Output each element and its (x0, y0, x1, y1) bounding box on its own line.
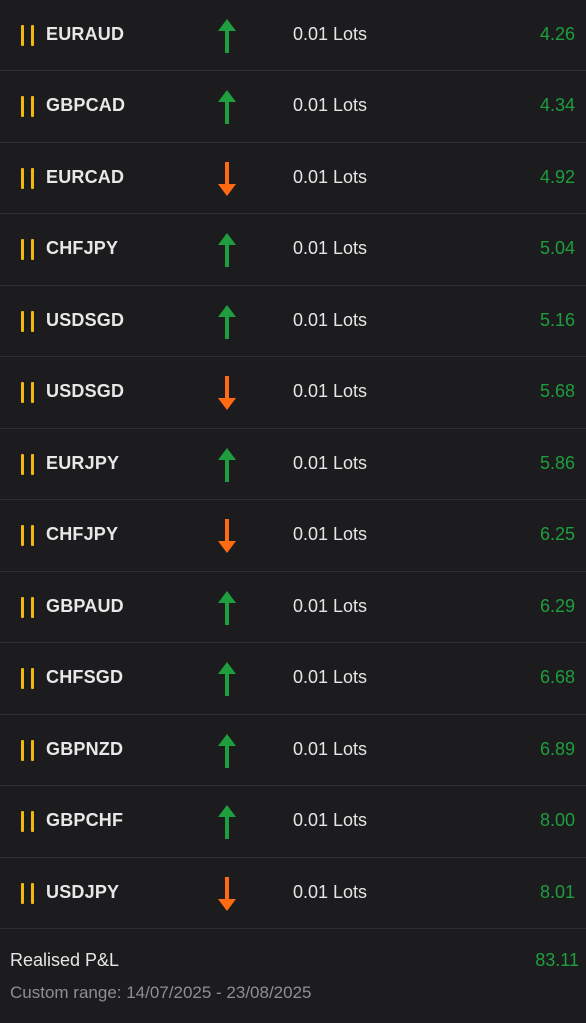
arrow-down-icon (218, 376, 236, 410)
trade-row[interactable]: CHFSGD 0.01 Lots 6.68 (0, 643, 586, 715)
date-range-label[interactable]: Custom range: 14/07/2025 - 23/08/2025 (10, 983, 312, 1002)
trade-profit: 5.68 (539, 381, 575, 401)
arrow-up-icon (218, 805, 236, 839)
arrow-up-icon (218, 19, 236, 53)
trade-symbol: USDSGD (46, 309, 125, 330)
arrow-up-icon (218, 447, 236, 482)
trade-row[interactable]: EURJPY 0.01 Lots 5.86 (0, 429, 586, 500)
arrow-down-icon (218, 876, 236, 911)
trade-lots: 0.01 Lots (293, 595, 368, 616)
trade-profit: 6.68 (539, 667, 575, 687)
arrow-up-icon (218, 90, 236, 124)
trade-symbol: CHFJPY (46, 524, 119, 544)
pause-icon (21, 739, 37, 761)
arrow-up-icon (218, 590, 236, 625)
trade-row[interactable]: USDJPY 0.01 Lots 8.01 (0, 858, 586, 929)
pause-icon (21, 239, 37, 260)
trade-lots: 0.01 Lots (293, 738, 368, 759)
trade-profit: 8.00 (539, 810, 575, 830)
arrow-up-icon (218, 733, 236, 768)
pause-icon (21, 882, 37, 904)
pause-icon (21, 811, 37, 832)
trade-row[interactable]: EURAUD 0.01 Lots 4.26 (0, 0, 586, 71)
arrow-down-icon (218, 161, 236, 196)
pause-icon (21, 596, 37, 618)
pause-icon (21, 525, 37, 546)
arrow-down-icon (218, 519, 236, 553)
pause-icon (21, 25, 37, 46)
trade-row[interactable]: USDSGD 0.01 Lots 5.68 (0, 357, 586, 429)
trade-profit: 4.34 (539, 95, 575, 115)
trade-row[interactable]: CHFJPY 0.01 Lots 5.04 (0, 214, 586, 286)
trade-lots: 0.01 Lots (293, 238, 368, 258)
trade-lots: 0.01 Lots (293, 309, 368, 330)
trade-profit: 5.04 (539, 238, 575, 258)
pause-icon (21, 382, 37, 403)
trade-symbol: EURJPY (46, 452, 120, 473)
realised-pl-summary: Realised P&L 83.11 Custom range: 14/07/2… (0, 930, 586, 1023)
trade-row[interactable]: GBPNZD 0.01 Lots 6.89 (0, 715, 586, 786)
realised-pl-label: Realised P&L (10, 950, 120, 970)
trade-row[interactable]: GBPCAD 0.01 Lots 4.34 (0, 71, 586, 143)
trade-list: EURAUD 0.01 Lots 4.26 GBPCAD 0.01 Lots 4.34 EU… (0, 0, 586, 929)
pause-icon (21, 167, 37, 189)
trade-lots: 0.01 Lots (293, 810, 368, 830)
arrow-up-icon (218, 662, 236, 696)
trade-row[interactable]: GBPAUD 0.01 Lots 6.29 (0, 572, 586, 643)
trade-row[interactable]: GBPCHF 0.01 Lots 8.00 (0, 786, 586, 858)
pause-icon (21, 668, 37, 689)
trade-symbol: EURCAD (46, 166, 125, 187)
arrow-up-icon (218, 304, 236, 339)
pause-icon (21, 310, 37, 332)
arrow-up-icon (218, 233, 236, 267)
trade-lots: 0.01 Lots (293, 166, 368, 187)
trade-lots: 0.01 Lots (293, 881, 368, 902)
trade-profit: 4.26 (539, 24, 575, 44)
trade-lots: 0.01 Lots (293, 381, 368, 401)
trade-lots: 0.01 Lots (293, 524, 368, 544)
trade-symbol: USDJPY (46, 881, 120, 902)
trade-profit: 5.16 (539, 309, 575, 330)
trade-lots: 0.01 Lots (293, 452, 368, 473)
trade-profit: 6.29 (539, 595, 575, 616)
trade-symbol: USDSGD (46, 381, 125, 401)
trade-symbol: CHFJPY (46, 238, 119, 258)
trade-row[interactable]: EURCAD 0.01 Lots 4.92 (0, 143, 586, 214)
trade-profit: 4.92 (539, 166, 575, 187)
trade-lots: 0.01 Lots (293, 95, 368, 115)
trade-profit: 6.25 (539, 524, 575, 544)
realised-pl-value: 83.11 (535, 950, 579, 970)
trade-row[interactable]: USDSGD 0.01 Lots 5.16 (0, 286, 586, 357)
pause-icon (21, 96, 37, 117)
trade-symbol: CHFSGD (46, 667, 124, 687)
trade-symbol: GBPAUD (46, 595, 124, 616)
trade-symbol: EURAUD (46, 24, 125, 44)
trade-profit: 5.86 (539, 452, 575, 473)
trade-symbol: GBPCAD (46, 95, 126, 115)
trade-lots: 0.01 Lots (293, 667, 368, 687)
trade-lots: 0.01 Lots (293, 24, 368, 44)
trade-profit: 6.89 (539, 738, 575, 759)
trade-symbol: GBPNZD (46, 738, 124, 759)
pause-icon (21, 453, 37, 475)
trade-row[interactable]: CHFJPY 0.01 Lots 6.25 (0, 500, 586, 572)
trade-profit: 8.01 (539, 881, 575, 902)
trade-symbol: GBPCHF (46, 810, 124, 830)
